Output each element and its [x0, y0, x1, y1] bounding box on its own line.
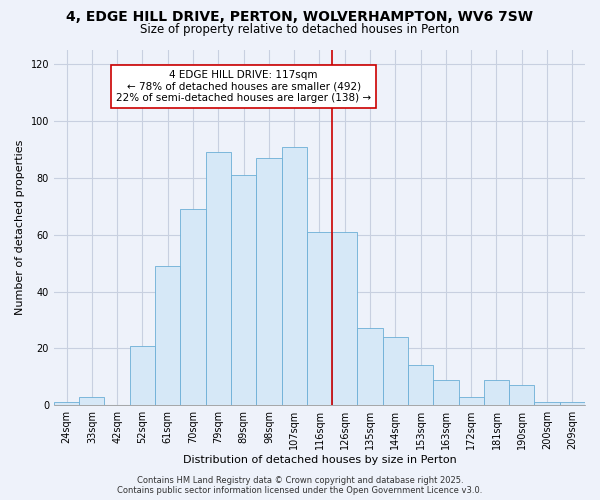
Bar	[484, 380, 509, 405]
Text: Contains HM Land Registry data © Crown copyright and database right 2025.
Contai: Contains HM Land Registry data © Crown c…	[118, 476, 482, 495]
Bar	[231, 175, 256, 405]
Text: 4, EDGE HILL DRIVE, PERTON, WOLVERHAMPTON, WV6 7SW: 4, EDGE HILL DRIVE, PERTON, WOLVERHAMPTO…	[67, 10, 533, 24]
Text: Size of property relative to detached houses in Perton: Size of property relative to detached ho…	[140, 22, 460, 36]
Bar	[358, 328, 383, 405]
Bar	[307, 232, 332, 405]
Bar	[256, 158, 281, 405]
Y-axis label: Number of detached properties: Number of detached properties	[15, 140, 25, 316]
Bar	[408, 366, 433, 405]
Bar	[509, 386, 535, 405]
Bar	[206, 152, 231, 405]
Bar	[155, 266, 181, 405]
Bar	[433, 380, 458, 405]
X-axis label: Distribution of detached houses by size in Perton: Distribution of detached houses by size …	[182, 455, 457, 465]
Bar	[332, 232, 358, 405]
Bar	[181, 209, 206, 405]
Text: 4 EDGE HILL DRIVE: 117sqm
← 78% of detached houses are smaller (492)
22% of semi: 4 EDGE HILL DRIVE: 117sqm ← 78% of detac…	[116, 70, 371, 103]
Bar	[130, 346, 155, 405]
Bar	[281, 146, 307, 405]
Bar	[560, 402, 585, 405]
Bar	[54, 402, 79, 405]
Bar	[535, 402, 560, 405]
Bar	[383, 337, 408, 405]
Bar	[79, 396, 104, 405]
Bar	[458, 396, 484, 405]
